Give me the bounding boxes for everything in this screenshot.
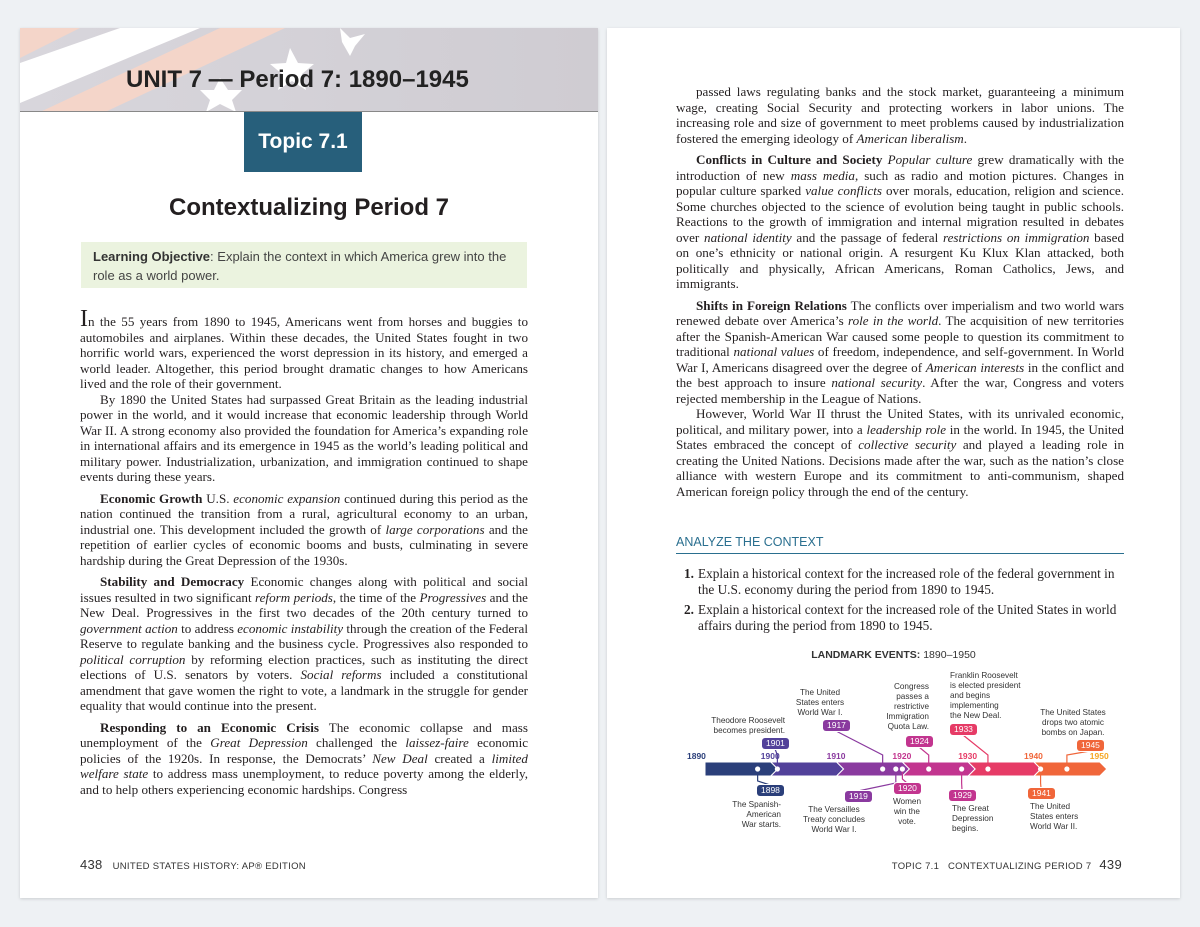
paragraph: Stability and Democracy Economic changes… xyxy=(80,574,528,713)
running-footer: UNITED STATES HISTORY: AP® EDITION xyxy=(112,861,306,872)
timeline-connector xyxy=(901,769,908,784)
event-description: Theodore Roosevelt becomes president. xyxy=(711,716,785,735)
event-description: The Spanish- American War starts. xyxy=(732,800,781,829)
event-description: The United States drops two atomic bombs… xyxy=(1040,708,1106,737)
right-body-text: passed laws regulating banks and the sto… xyxy=(676,84,1124,499)
timeline-event-dot xyxy=(926,766,932,772)
timeline-decade-label: 1940 xyxy=(1024,751,1043,761)
paragraph: Shifts in Foreign Relations The conflict… xyxy=(676,297,1125,406)
event-year-badge: 1924 xyxy=(906,736,933,747)
flag-stripes-stars-icon xyxy=(20,28,365,111)
left-body-text: In the 55 years from 1890 to 1945, Ameri… xyxy=(80,306,529,797)
timeline-decade-segment xyxy=(769,761,845,777)
timeline-event-dot xyxy=(899,766,905,772)
timeline-decade-label: 1910 xyxy=(826,751,846,761)
event-year-badge: 1898 xyxy=(757,785,784,796)
right-page: passed laws regulating banks and the sto… xyxy=(607,28,1180,898)
timeline-decade-segment xyxy=(901,761,976,777)
unit-title: UNIT 7 — Period 7: 1890–1945 xyxy=(126,66,469,93)
paragraph: Responding to an Economic Crisis The eco… xyxy=(80,719,529,797)
timeline-decade-segment xyxy=(966,761,1042,777)
event-year-badge: 1919 xyxy=(845,791,872,802)
timeline-decade-label: 1950 xyxy=(1089,751,1109,761)
question-1: 1. Explain a historical context for the i… xyxy=(684,566,1115,597)
timeline-event-dot xyxy=(893,766,899,772)
timeline-decade-label: 1890 xyxy=(687,751,706,761)
timeline-decade-label: 1920 xyxy=(892,751,912,761)
timeline-event-dot xyxy=(1064,766,1070,772)
timeline-decade-segment xyxy=(704,761,779,777)
event-year-badge: 1917 xyxy=(823,720,850,731)
event-year-badge: 1901 xyxy=(762,738,789,749)
event-year-badge: 1941 xyxy=(1028,788,1055,799)
event-description: The Great Depression begins. xyxy=(952,804,994,833)
event-year-badge: 1929 xyxy=(949,790,976,801)
timeline-event-dot xyxy=(755,766,761,772)
right-footer: TOPIC 7.1 CONTEXTUALIZING PERIOD 7 439 xyxy=(892,857,1122,872)
event-description: Franklin Roosevelt is elected president … xyxy=(950,671,1021,720)
timeline-decade-segment xyxy=(1032,761,1108,777)
timeline-title: LANDMARK EVENTS: 1890–1950 xyxy=(811,649,976,661)
learning-objective: Learning Objective: Explain the context … xyxy=(81,242,527,288)
event-year-badge: 1920 xyxy=(894,783,921,794)
flag-banner: UNIT 7 — Period 7: 1890–1945 xyxy=(20,28,598,112)
timeline-connector xyxy=(857,769,897,792)
paragraph: However, World War II thrust the United … xyxy=(676,406,1124,499)
event-description: Women win the vote. xyxy=(892,797,922,826)
paragraph: Economic Growth U.S. economic expansion … xyxy=(80,490,528,568)
event-year-badge: 1945 xyxy=(1077,740,1104,751)
timeline-event-dot xyxy=(1037,766,1044,772)
event-description: The Versailles Treaty concludes World Wa… xyxy=(802,805,866,834)
timeline-event-dot xyxy=(880,766,886,772)
event-description: The United States enters World War I. xyxy=(795,688,845,717)
paragraph: In the 55 years from 1890 to 1945, Ameri… xyxy=(80,306,528,391)
timeline-connector xyxy=(1066,750,1091,769)
learning-objective-text: : Explain the context in which America g… xyxy=(93,249,507,283)
event-description: Congress passes a restrictive Immigratio… xyxy=(886,682,929,731)
analyze-heading: ANALYZE THE CONTEXT xyxy=(676,535,1124,554)
timeline-event-dot xyxy=(959,766,965,772)
left-page: UNIT 7 — Period 7: 1890–1945 Topic 7.1 C… xyxy=(20,28,598,898)
timeline-decade-label: 1930 xyxy=(958,751,978,761)
left-footer: 438 UNITED STATES HISTORY: AP® EDITION xyxy=(80,857,306,872)
timeline-decade-segment xyxy=(835,761,911,777)
running-footer: TOPIC 7.1 CONTEXTUALIZING PERIOD 7 xyxy=(891,861,1092,872)
page-number: 438 xyxy=(80,857,103,872)
timeline-connector xyxy=(918,746,930,769)
timeline-connector xyxy=(757,769,771,786)
paragraph: By 1890 the United States had surpassed … xyxy=(80,391,528,485)
paragraph: passed laws regulating banks and the sto… xyxy=(676,84,1124,146)
chapter-title: Contextualizing Period 7 xyxy=(168,194,450,221)
event-description: The United States enters World War II. xyxy=(1030,802,1079,831)
paragraph: Conflicts in Culture and Society Popular… xyxy=(676,152,1125,291)
page-number: 439 xyxy=(1099,857,1122,872)
timeline-decade-label: 1900 xyxy=(760,751,780,761)
event-year-badge: 1933 xyxy=(950,724,977,735)
learning-objective-label: Learning Objective xyxy=(93,249,211,264)
topic-label: Topic 7.1 xyxy=(244,112,362,172)
timeline-event-dot xyxy=(774,766,780,772)
timeline-connector xyxy=(835,730,884,769)
question-2: 2. Explain a historical context for the i… xyxy=(684,602,1117,633)
timeline-event-dot xyxy=(985,766,991,772)
